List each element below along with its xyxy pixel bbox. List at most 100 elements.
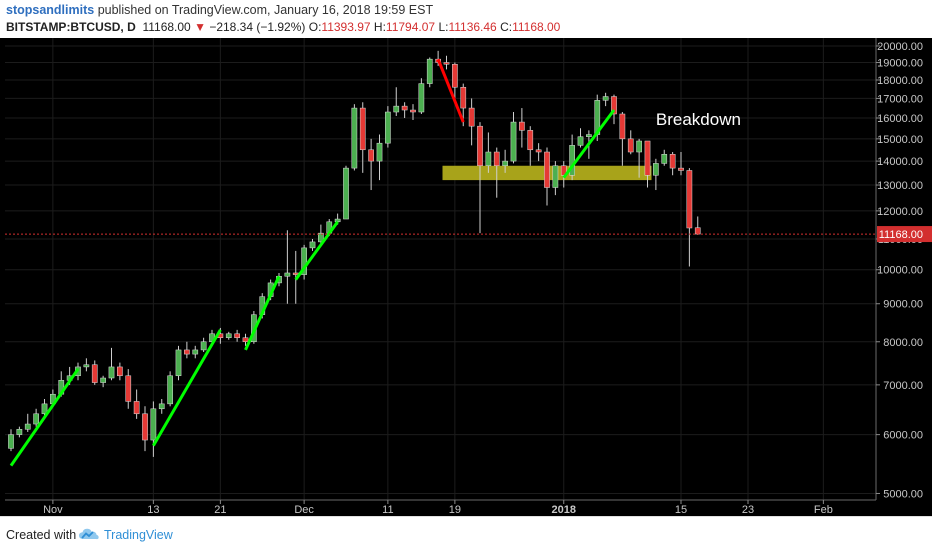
candle — [401, 102, 408, 119]
tradingview-link[interactable]: TradingView — [104, 528, 173, 542]
candle — [452, 62, 458, 99]
candle — [200, 337, 207, 353]
candle-body-down — [535, 149, 542, 153]
candle — [83, 358, 90, 372]
candle — [519, 108, 525, 148]
candle — [468, 98, 475, 146]
candle-body-up — [393, 105, 400, 113]
candle — [418, 78, 425, 114]
candle-body-down — [133, 401, 140, 415]
low-value: 11136.46 — [448, 20, 497, 34]
grid-lines — [5, 38, 876, 500]
x-tick-label: 15 — [675, 504, 687, 516]
candle — [343, 165, 349, 220]
candle — [410, 104, 416, 121]
y-tick-label: 15000.00 — [877, 134, 923, 146]
low-label: L: — [438, 20, 449, 34]
annotation-breakdown: Breakdown — [656, 110, 741, 129]
candle-body-down — [242, 337, 249, 343]
candle — [175, 345, 182, 381]
candle — [636, 138, 642, 178]
candle — [678, 152, 684, 176]
candle — [385, 106, 391, 148]
x-tick-label: 13 — [147, 504, 159, 516]
candle-body-down — [460, 86, 467, 109]
candle — [108, 347, 115, 381]
candle — [16, 426, 23, 438]
candle-body-up — [636, 140, 642, 153]
candle — [234, 329, 240, 342]
candle — [485, 132, 492, 173]
candle — [510, 112, 517, 164]
candle — [527, 126, 534, 166]
candle-body-up — [510, 121, 517, 162]
candle — [33, 408, 39, 427]
candle-body-up — [200, 341, 207, 351]
candle-body-up — [586, 134, 592, 137]
candle-body-up — [485, 151, 492, 167]
price-change: −218.34 (−1.92%) — [209, 20, 306, 34]
candle-body-up — [385, 111, 391, 144]
candle-body-up — [284, 272, 291, 277]
chart-area[interactable]: Breakdown 5000.00 6000.00 7000.00 8000.00 90… — [0, 38, 932, 516]
high-label: H: — [373, 20, 386, 34]
candle-body-down — [292, 272, 299, 275]
candle-body-down — [443, 62, 450, 65]
trendlines-layer — [9, 58, 616, 467]
candle — [493, 147, 500, 198]
candle-body-down — [519, 121, 525, 131]
price-axis[interactable]: 5000.00 6000.00 7000.00 8000.00 9000.00 10000… — [875, 38, 932, 500]
uptrend-line — [294, 220, 339, 281]
candle — [535, 143, 542, 162]
symbol-label[interactable]: BITSTAMP:BTCUSD, D — [6, 20, 136, 34]
candle-body-up — [661, 154, 668, 164]
y-tick-label: 5000.00 — [883, 488, 923, 500]
candle-body-down — [627, 138, 634, 153]
y-tick-label: 13000.00 — [877, 180, 923, 192]
y-tick-label: 6000.00 — [883, 430, 923, 442]
close-label: C: — [500, 20, 513, 34]
tradingview-cloud-icon[interactable] — [78, 527, 100, 541]
candle — [150, 401, 157, 457]
candle-body-down — [368, 149, 374, 162]
candle-body-up — [24, 423, 31, 430]
candle — [644, 140, 651, 188]
candle-body-up — [33, 413, 39, 425]
ohlc-line: BITSTAMP:BTCUSD, D 11168.00 ▼ −218.34 (−… — [6, 20, 560, 34]
candle-body-down — [678, 167, 684, 171]
created-with-text: Created with — [6, 528, 77, 542]
candle — [477, 122, 483, 234]
x-tick-label: 21 — [214, 504, 226, 516]
candle — [284, 230, 291, 304]
candle — [225, 331, 232, 340]
candle-body-up — [309, 241, 316, 249]
y-tick-label: 16000.00 — [877, 113, 923, 125]
y-tick-label: 10000.00 — [877, 265, 923, 277]
x-tick-label: 2018 — [552, 504, 576, 516]
candle-body-down — [184, 349, 190, 355]
candle-body-down — [669, 154, 676, 169]
candle — [669, 152, 676, 176]
candle-body-up — [175, 349, 182, 377]
candle-body-up — [343, 167, 349, 220]
candle-body-up — [167, 375, 173, 405]
candle — [426, 57, 433, 88]
candle — [661, 149, 668, 166]
y-tick-label: 18000.00 — [877, 75, 923, 87]
candle-body-down — [611, 96, 617, 115]
candle-body-up — [150, 408, 157, 441]
candle — [301, 244, 307, 280]
time-axis[interactable]: Nov 13 21 Dec 11 19 2018 15 23 Feb — [5, 499, 876, 516]
author-link[interactable]: stopsandlimits — [6, 3, 95, 17]
candle — [100, 375, 106, 388]
candle-body-down — [125, 375, 132, 402]
x-tick-label: 11 — [382, 504, 393, 516]
candlestick-chart[interactable]: Breakdown 5000.00 6000.00 7000.00 8000.00 90… — [0, 38, 932, 516]
candle — [125, 369, 132, 409]
last-price: 11168.00 — [142, 20, 191, 34]
y-tick-label: 9000.00 — [883, 299, 923, 311]
uptrend-line — [9, 368, 80, 467]
candle — [619, 112, 626, 166]
candle — [627, 130, 634, 155]
published-text: published on TradingView.com, January 16… — [97, 3, 434, 17]
